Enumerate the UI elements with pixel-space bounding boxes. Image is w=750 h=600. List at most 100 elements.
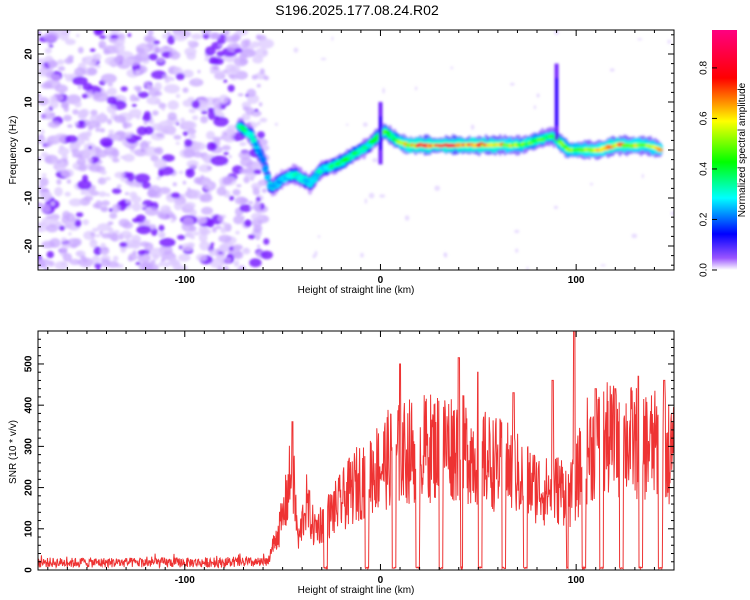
noise-blob: [167, 35, 175, 45]
noise-blob: [600, 264, 606, 267]
ridge-cell: [316, 170, 323, 174]
ridge-spike-core: [555, 78, 558, 126]
noise-blob: [60, 101, 69, 109]
colorbar-tick-label: 0.2: [699, 212, 710, 226]
spectrogram-y-axis-label: Frequency (Hz): [8, 116, 19, 185]
noise-blob: [210, 155, 229, 166]
noise-blob: [360, 252, 364, 258]
noise-blob: [138, 262, 154, 270]
noise-blob: [158, 102, 167, 109]
noise-blob: [382, 87, 385, 94]
noise-blob: [184, 232, 192, 238]
noise-blob: [95, 234, 101, 238]
noise-blob: [124, 192, 130, 196]
noise-blob: [117, 184, 122, 188]
noise-blob: [255, 47, 269, 58]
noise-blob: [43, 267, 49, 270]
noise-blob: [125, 199, 130, 204]
noise-blob: [158, 120, 173, 129]
noise-blob: [137, 91, 149, 99]
noise-blob: [239, 168, 248, 175]
noise-blob: [77, 180, 92, 190]
noise-blob: [228, 74, 236, 79]
noise-blob: [170, 192, 181, 199]
noise-blob: [206, 141, 218, 151]
noise-blob: [108, 129, 115, 134]
ridge-cell: [372, 136, 379, 142]
noise-blob: [210, 242, 215, 246]
y-tick-label: 200: [24, 479, 35, 496]
noise-blob: [173, 134, 182, 140]
noise-blob: [150, 259, 156, 264]
noise-blob: [135, 261, 141, 266]
noise-blob: [264, 144, 269, 151]
ridge-cell: [558, 141, 565, 145]
noise-blob: [72, 109, 79, 115]
noise-blob: [134, 69, 141, 75]
noise-blob: [191, 100, 200, 109]
noise-blob: [216, 186, 227, 196]
noise-blob: [203, 155, 213, 164]
noise-blob: [75, 212, 84, 218]
noise-blob: [45, 262, 51, 267]
noise-blob: [368, 192, 375, 199]
noise-blob: [609, 68, 615, 72]
noise-blob: [372, 158, 379, 163]
colorbar-tick-label: 0.8: [699, 61, 710, 75]
noise-blob: [137, 250, 146, 256]
noise-blob: [258, 102, 263, 107]
noise-blob: [41, 173, 47, 177]
noise-blob: [186, 160, 199, 168]
noise-blob: [106, 193, 110, 197]
noise-blob: [218, 234, 232, 243]
noise-blob: [192, 151, 204, 158]
noise-blob: [67, 238, 81, 248]
noise-blob: [47, 120, 61, 129]
noise-blob: [128, 253, 138, 261]
noise-blob: [195, 253, 208, 262]
x-tick-label: 0: [378, 575, 384, 586]
noise-blob: [631, 233, 638, 239]
noise-blob: [99, 247, 110, 255]
ridge-cell: [250, 137, 257, 142]
noise-blob: [95, 127, 100, 132]
noise-blob: [450, 66, 454, 70]
noise-blob: [181, 243, 194, 252]
noise-blob: [41, 217, 49, 226]
noise-blob: [77, 85, 82, 90]
noise-blob: [204, 57, 210, 62]
noise-blob: [135, 173, 150, 184]
noise-blob: [87, 157, 94, 163]
noise-blob: [213, 101, 221, 109]
noise-blob: [40, 264, 47, 268]
noise-blob: [143, 120, 148, 126]
noise-blob: [38, 224, 44, 228]
noise-blob: [240, 48, 256, 58]
noise-blob: [239, 197, 249, 204]
noise-blob: [93, 30, 103, 36]
noise-blob: [129, 145, 136, 150]
x-tick-label: -100: [175, 575, 195, 586]
noise-blob: [160, 205, 171, 214]
noise-blob: [218, 244, 230, 252]
colorbar-tick-label: 0.4: [699, 162, 710, 176]
noise-blob: [223, 151, 229, 156]
noise-blob: [167, 100, 179, 110]
noise-blob: [187, 187, 191, 191]
snr-frame: [37, 330, 675, 571]
noise-blob: [54, 186, 63, 197]
y-tick-label: 0: [24, 567, 35, 573]
ridge-cell: [656, 148, 664, 152]
noise-blob: [114, 43, 125, 53]
noise-blob: [122, 153, 135, 162]
noise-blob: [106, 104, 117, 114]
noise-blob: [45, 140, 53, 147]
noise-blob: [112, 134, 120, 141]
noise-blob: [57, 66, 66, 72]
noise-blob: [153, 148, 162, 153]
noise-blob: [60, 161, 64, 165]
noise-blob: [222, 145, 231, 151]
noise-blob: [239, 204, 252, 213]
ridge-spike-core: [379, 116, 382, 150]
noise-blob: [144, 126, 154, 135]
